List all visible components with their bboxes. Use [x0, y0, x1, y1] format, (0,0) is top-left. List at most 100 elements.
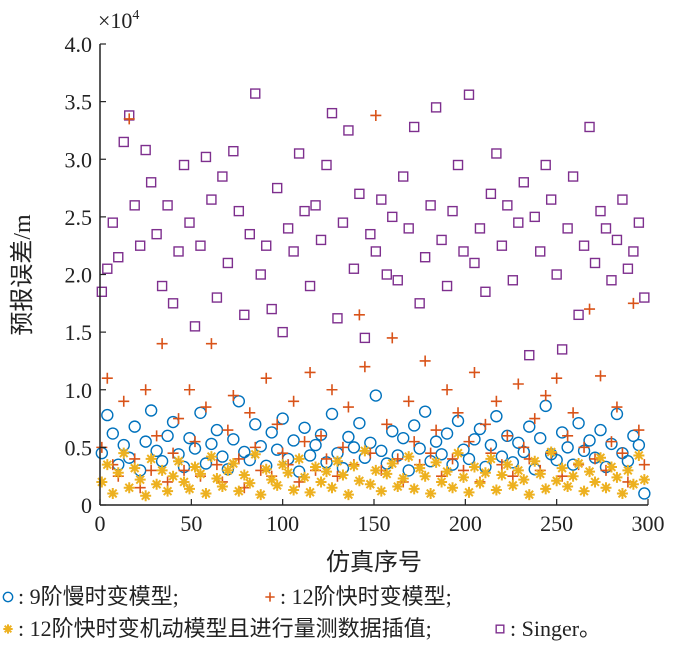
legend-item: : Singer。: [495, 616, 601, 641]
star-point: [211, 472, 223, 484]
square-point: [239, 309, 250, 321]
plus-point: [468, 366, 480, 378]
square-point: [458, 246, 469, 257]
square-point: [337, 217, 349, 228]
plus-point: [222, 424, 234, 436]
plus-point: [638, 459, 650, 471]
plus-point: [205, 338, 217, 350]
square-point: [250, 88, 261, 99]
y-tick-label: 1.5: [65, 320, 93, 345]
star-point: [523, 489, 535, 501]
circle-point: [227, 433, 240, 446]
circle-point: [194, 406, 207, 419]
star-point: [474, 477, 486, 489]
plus-point: [408, 436, 420, 448]
square-point: [113, 252, 124, 263]
star-point: [260, 463, 272, 475]
plus-point: [326, 384, 338, 396]
star-point: [534, 468, 546, 480]
y-tick-label: 4.0: [65, 32, 93, 57]
square-point: [365, 228, 376, 240]
star-point: [529, 455, 541, 467]
y-tick-label: 3.5: [65, 90, 93, 115]
square-point: [151, 228, 162, 240]
square-point: [567, 171, 579, 182]
star-point: [299, 471, 311, 483]
circle-point: [375, 444, 388, 458]
circle-point: [254, 440, 267, 453]
square-point: [189, 321, 201, 332]
square-point: [326, 107, 338, 119]
square-point: [436, 234, 447, 246]
circle-point: [287, 434, 300, 447]
star-point: [216, 481, 228, 493]
y-multiplier: ×104: [98, 8, 139, 33]
star-point: [425, 487, 437, 499]
star-point: [200, 487, 212, 499]
plus-point: [627, 297, 639, 309]
star-point: [140, 490, 152, 502]
star-point: [381, 468, 393, 480]
x-tick-label: 50: [180, 511, 202, 536]
square-point: [628, 246, 639, 257]
star-point: [189, 461, 201, 473]
star-point: [386, 458, 398, 470]
plus-point: [315, 430, 327, 442]
circle-point: [429, 435, 443, 448]
square-point: [551, 269, 562, 280]
square-point: [370, 246, 382, 257]
circle-point: [583, 434, 596, 447]
star-point: [222, 464, 234, 476]
square-point: [261, 240, 272, 251]
square-point: [524, 349, 535, 361]
legend-label: : Singer。: [510, 616, 601, 641]
star-point: [112, 467, 124, 479]
star-point: [293, 453, 305, 465]
x-tick-label: 0: [95, 511, 106, 536]
square-point: [491, 148, 502, 159]
square-point: [469, 257, 480, 269]
star-point: [227, 458, 239, 470]
star-point: [134, 474, 146, 486]
plus-point: [512, 378, 524, 390]
plus-point: [101, 372, 113, 384]
square-point: [277, 326, 288, 338]
square-point: [107, 217, 118, 228]
square-point: [584, 121, 595, 133]
x-tick-label: 150: [358, 511, 391, 536]
square-point: [315, 234, 327, 246]
circle-point: [265, 426, 278, 439]
plus-point: [507, 470, 519, 482]
star-point: [633, 449, 645, 461]
square-point: [195, 240, 206, 251]
star-point: [496, 469, 508, 481]
square-point: [244, 228, 255, 240]
square-point: [502, 200, 513, 211]
circle-point: [632, 438, 646, 452]
star-point: [359, 445, 371, 457]
circle-point: [232, 395, 246, 408]
star-point: [184, 483, 196, 495]
star-point: [578, 485, 590, 497]
star-point: [342, 489, 354, 501]
plus-point: [584, 303, 596, 315]
square-point: [381, 269, 392, 280]
star-point: [101, 459, 113, 471]
circle-point: [550, 453, 563, 467]
star-point: [331, 455, 343, 467]
circle-point: [462, 452, 476, 466]
circle-point: [468, 433, 481, 446]
circle-point: [249, 418, 262, 431]
square-point: [617, 194, 628, 205]
square-point: [140, 144, 151, 156]
circle-point: [572, 416, 585, 430]
square-point: [184, 217, 195, 228]
star-point: [501, 459, 513, 471]
y-tick-label: 3.0: [65, 147, 93, 172]
star-point: [507, 479, 519, 491]
plus-point: [304, 366, 316, 378]
plus-point: [633, 424, 645, 436]
circle-point: [397, 431, 410, 445]
plus-point: [288, 395, 300, 407]
